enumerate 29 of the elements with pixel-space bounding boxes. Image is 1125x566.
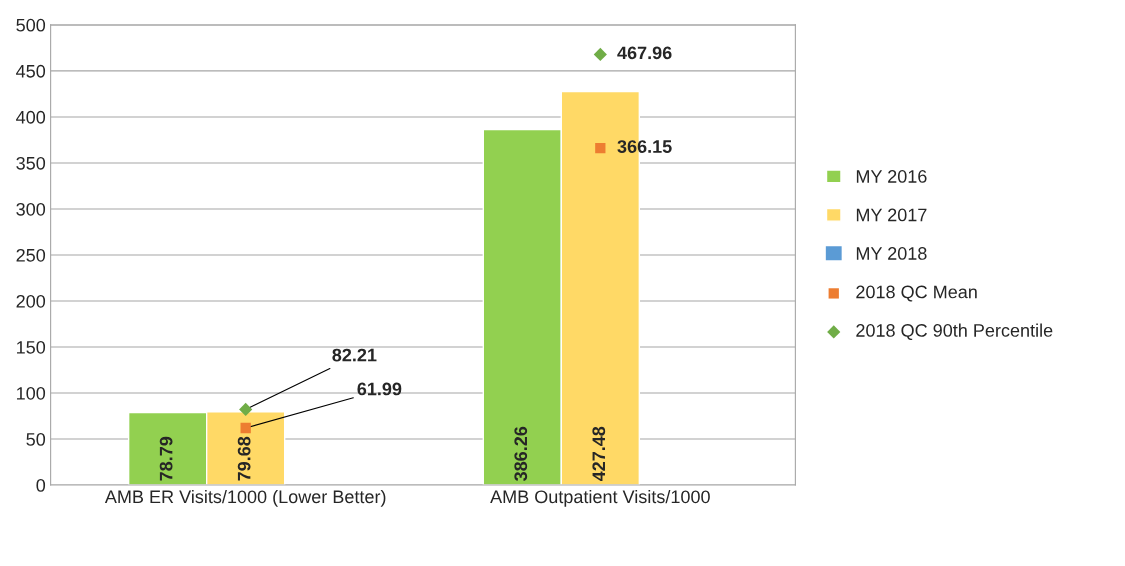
y-tick-label: 200 — [16, 294, 46, 308]
annotation: 82.21 — [332, 348, 377, 362]
data-label: 78.79 — [159, 436, 173, 481]
data-label: 79.68 — [237, 436, 251, 481]
legend-label: MY 2018 — [856, 247, 927, 260]
annotation: 61.99 — [357, 382, 402, 396]
data-label: 467.96 — [617, 46, 672, 60]
y-tick-label: 250 — [16, 248, 46, 262]
x-tick-label: AMB ER Visits/1000 (Lower Better) — [104, 489, 386, 507]
y-tick-label: 300 — [16, 202, 46, 216]
point — [593, 47, 607, 61]
y-tick-label: 500 — [16, 18, 46, 32]
point — [240, 422, 251, 434]
y-tick-label: 150 — [17, 340, 46, 354]
y-tick-label: 50 — [26, 432, 46, 446]
y-tick-label: 450 — [16, 64, 46, 78]
x-tick-label: AMB Outpatient Visits/1000 — [490, 489, 710, 507]
data-label: 386.26 — [514, 426, 528, 481]
legend-label: MY 2016 — [856, 170, 927, 183]
y-tick-label: 400 — [16, 110, 46, 124]
y-tick-label: 350 — [16, 156, 46, 170]
y-tick-label: 100 — [17, 386, 46, 400]
data-label: 427.48 — [592, 426, 606, 482]
legend-label: MY 2017 — [856, 208, 927, 222]
point — [239, 402, 253, 416]
legend-label: 2018 QC Mean — [856, 285, 977, 302]
legend-label: 2018 QC 90th Percentile — [856, 323, 1053, 341]
y-tick-label: 0 — [36, 479, 46, 492]
point — [595, 142, 606, 154]
